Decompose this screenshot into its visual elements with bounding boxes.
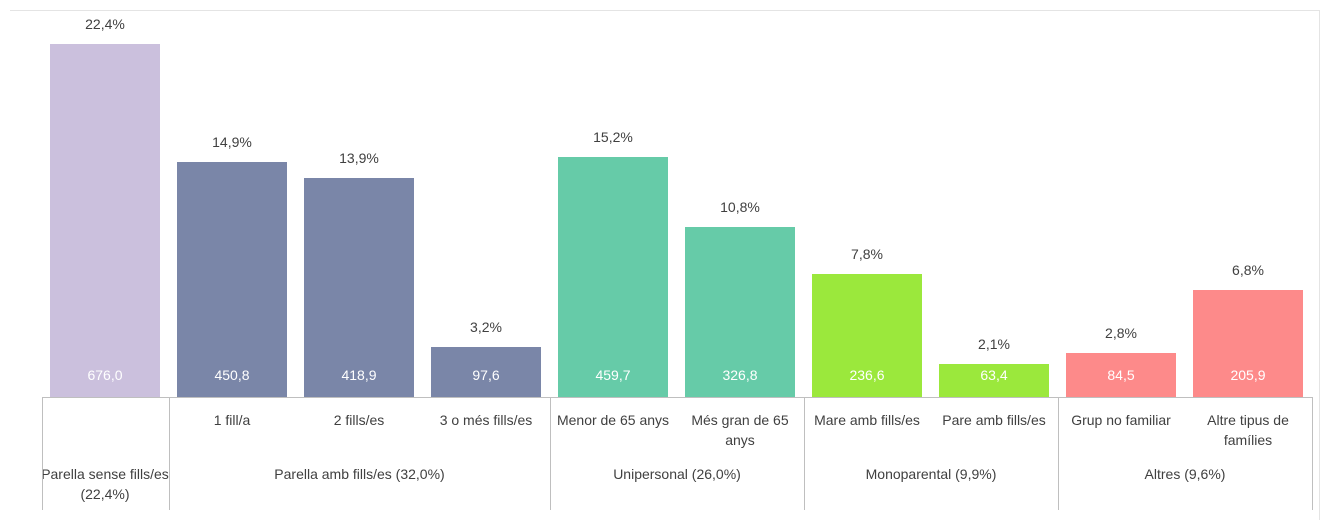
group-divider xyxy=(550,397,551,510)
value-label: 7,8% xyxy=(851,246,883,263)
absolute-label: 205,9 xyxy=(1230,367,1266,383)
absolute-label: 450,8 xyxy=(214,367,250,383)
bar xyxy=(939,363,1049,397)
bar xyxy=(1066,352,1176,397)
group-divider xyxy=(804,397,805,510)
value-label: 14,9% xyxy=(212,134,252,151)
absolute-label: 418,9 xyxy=(341,367,377,383)
bar xyxy=(431,346,541,397)
absolute-label: 676,0 xyxy=(87,367,123,383)
bar xyxy=(1193,289,1303,397)
bar xyxy=(685,226,795,397)
group-label: Unipersonal (26,0%) xyxy=(613,466,741,482)
bar xyxy=(177,162,287,397)
absolute-label: 236,6 xyxy=(849,367,885,383)
value-label: 10,8% xyxy=(720,198,760,215)
value-label: 6,8% xyxy=(1232,261,1264,278)
category-label: Pare amb fills/es xyxy=(942,412,1046,428)
category-label: 3 o més fills/es xyxy=(439,412,533,428)
value-label: 15,2% xyxy=(593,129,633,146)
value-label: 3,2% xyxy=(470,318,502,335)
group-label: Monoparental (9,9%) xyxy=(865,466,997,482)
group-label: Altres (9,6%) xyxy=(1144,466,1226,482)
baseline xyxy=(42,397,1312,398)
value-label: 2,8% xyxy=(1105,324,1137,341)
group-label: Parella amb fills/es (32,0%) xyxy=(274,466,445,482)
category-label: 2 fills/es xyxy=(333,412,385,428)
value-label: 22,4% xyxy=(85,15,125,32)
bar xyxy=(558,157,668,397)
group-divider xyxy=(1058,397,1059,510)
absolute-label: 97,6 xyxy=(472,367,500,383)
group-divider xyxy=(169,397,170,510)
frame xyxy=(10,10,1320,520)
bar xyxy=(50,43,160,397)
category-label: Més gran de 65 anys xyxy=(691,412,789,448)
category-label: Mare amb fills/es xyxy=(814,412,920,428)
bar xyxy=(812,274,922,397)
group-label: Parella sense fills/es (22,4%) xyxy=(41,466,169,502)
group-divider xyxy=(42,397,43,510)
group-divider xyxy=(1312,397,1313,510)
value-label: 13,9% xyxy=(339,149,379,166)
bar xyxy=(304,177,414,397)
category-label: Grup no familiar xyxy=(1071,412,1171,428)
category-label: Menor de 65 anys xyxy=(556,412,670,428)
category-label: 1 fill/a xyxy=(213,412,251,428)
absolute-label: 63,4 xyxy=(980,367,1008,383)
value-label: 2,1% xyxy=(978,335,1010,352)
absolute-label: 326,8 xyxy=(722,367,758,383)
absolute-label: 84,5 xyxy=(1107,367,1135,383)
category-label: Altre tipus de famílies xyxy=(1207,412,1289,448)
absolute-label: 459,7 xyxy=(595,367,631,383)
